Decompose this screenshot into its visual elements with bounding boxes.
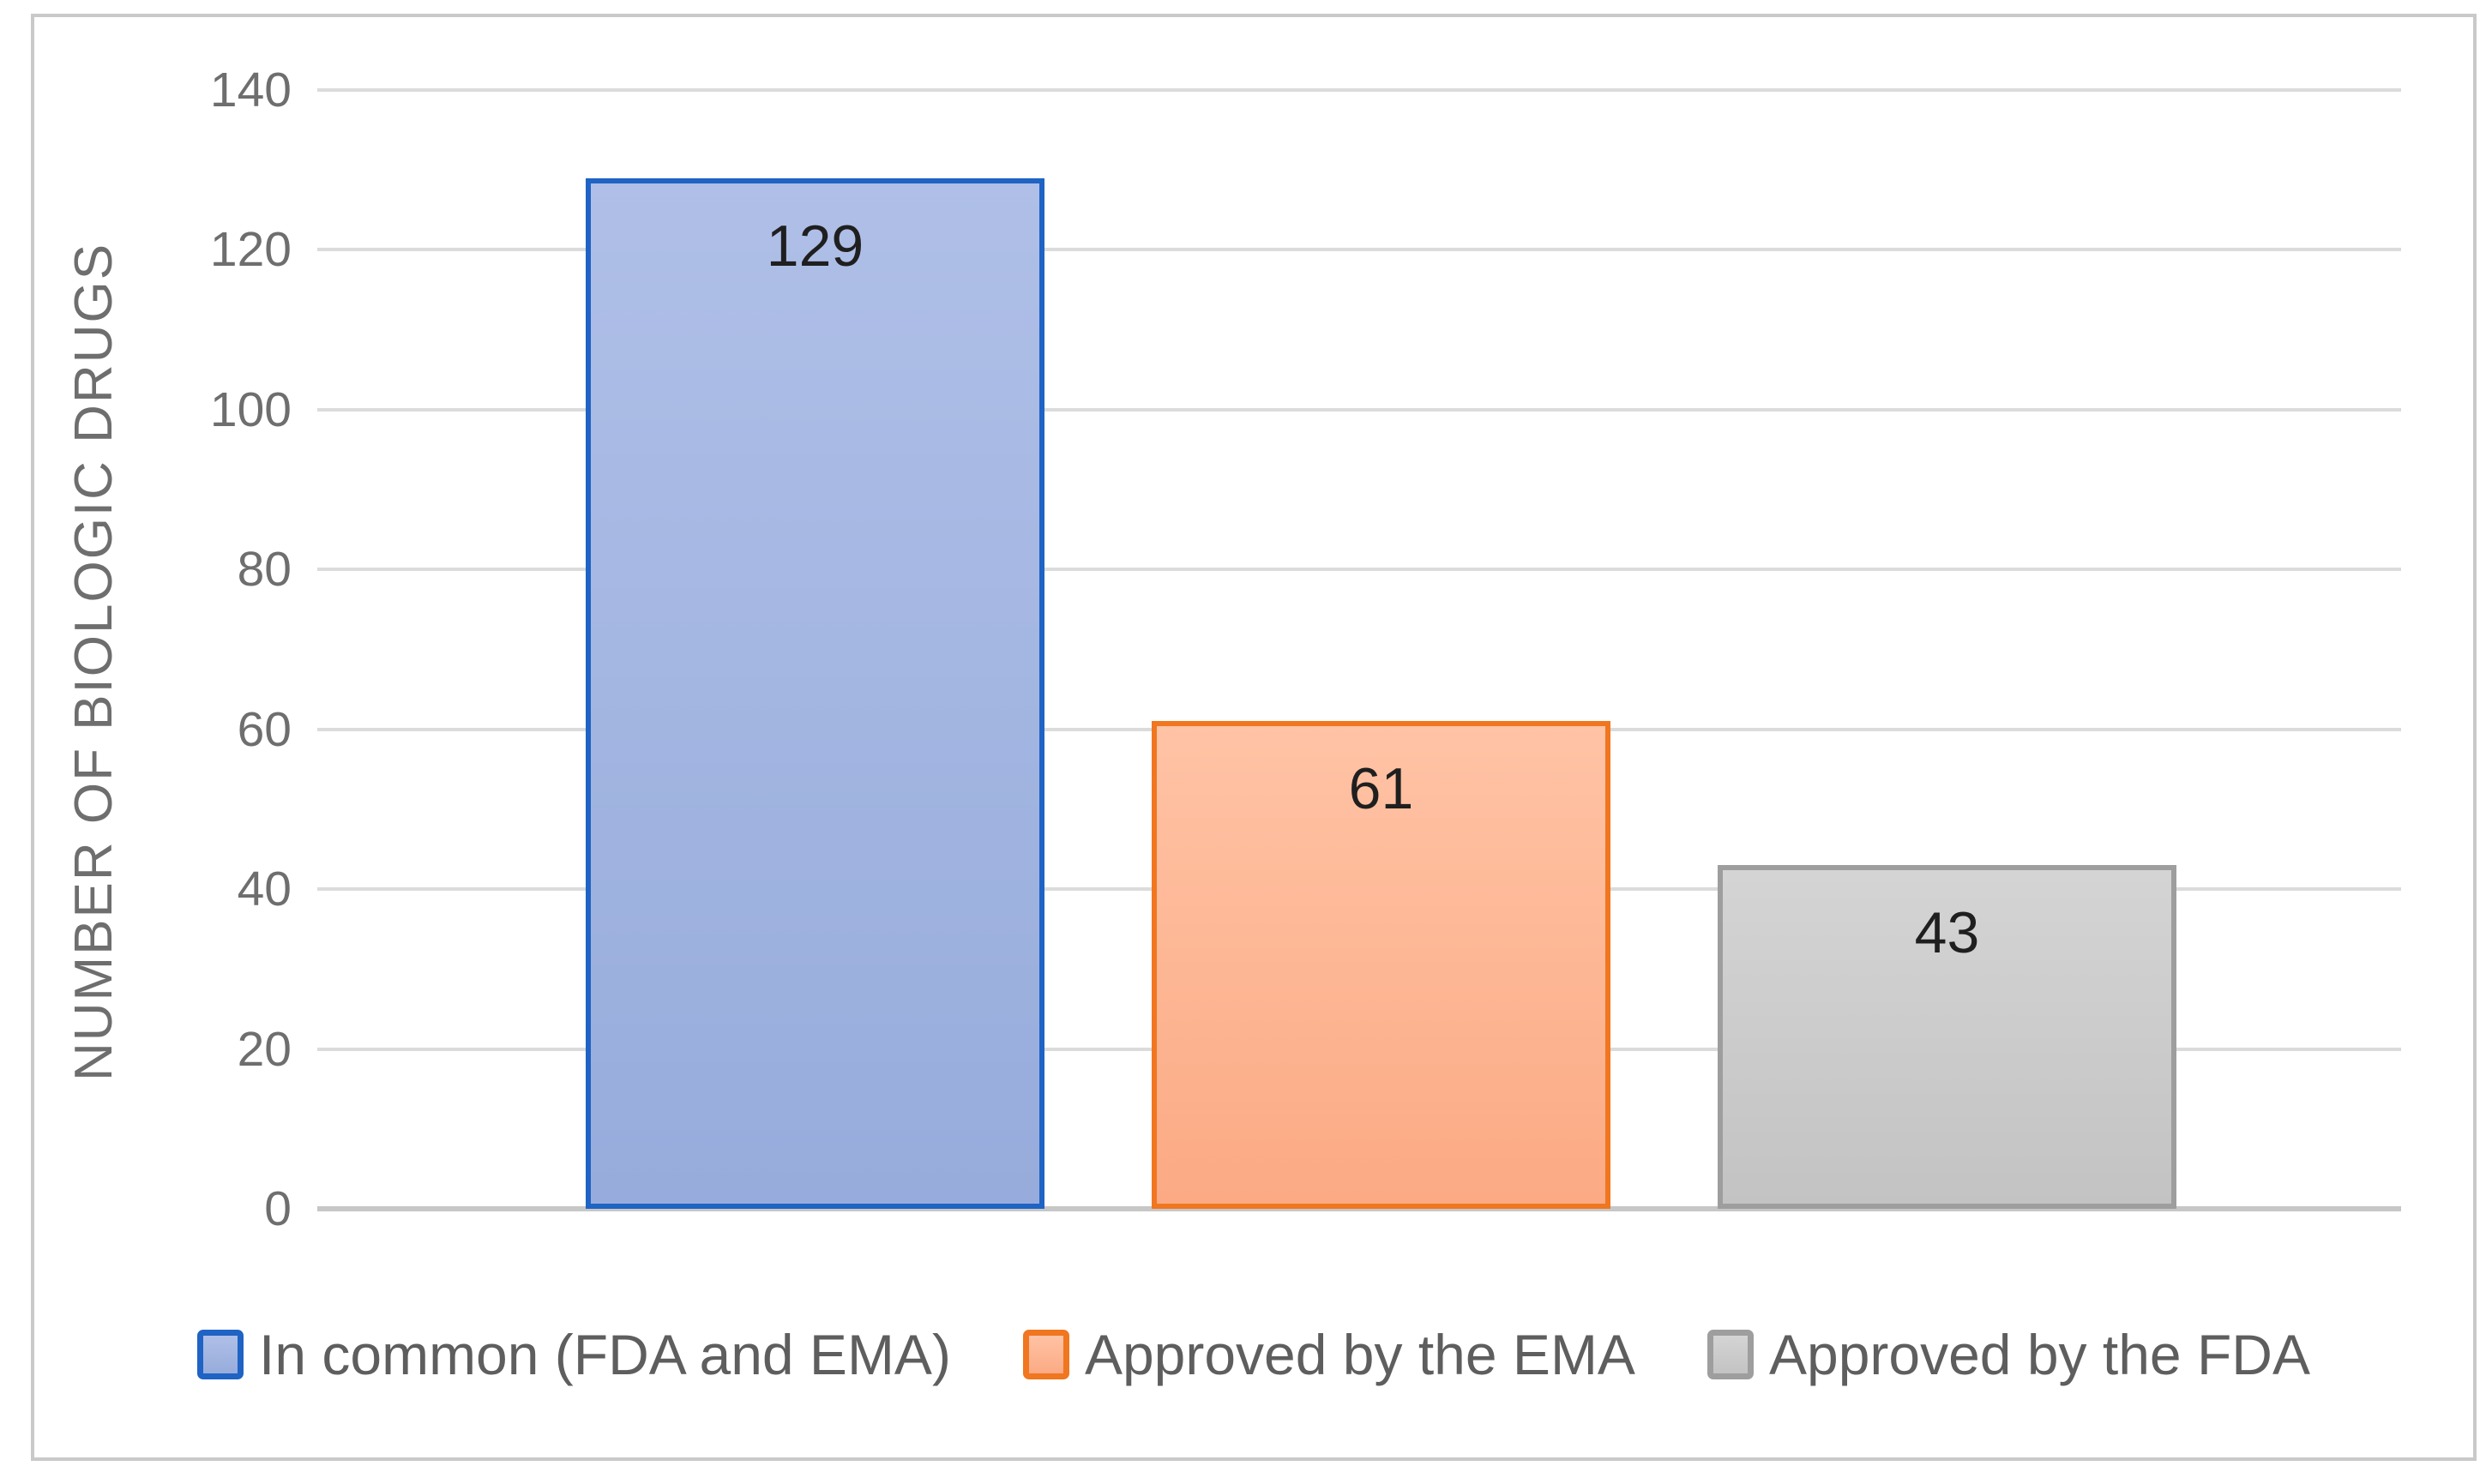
chart-figure: NUMBER OF BIOLOGIC DRUGS 129 61 43 0 20 40 60…: [31, 14, 2477, 1461]
bar-2: 61: [1152, 721, 1610, 1209]
chart-legend: In common (FDA and EMA) Approved by the E…: [34, 1307, 2473, 1402]
plot-area: 129 61 43: [317, 88, 2401, 1211]
y-tick-label-100: 100: [209, 382, 292, 437]
y-tick-label-0: 0: [264, 1181, 292, 1236]
y-tick-label-140: 140: [209, 63, 292, 117]
legend-label: Approved by the EMA: [1084, 1323, 1635, 1386]
legend-color-swatch: [1706, 1330, 1754, 1379]
bar-value-label: 43: [1914, 900, 1980, 966]
bar-1: 129: [586, 177, 1044, 1209]
legend-item-3: Approved by the FDA: [1706, 1322, 2310, 1387]
y-tick-label-80: 80: [237, 542, 292, 598]
bar-3: 43: [1718, 865, 2176, 1209]
legend-label: Approved by the FDA: [1768, 1323, 2310, 1386]
gridline-80: [317, 568, 2401, 572]
gridline-120: [317, 248, 2401, 252]
y-tick-label-20: 20: [237, 1021, 292, 1077]
bar-value-label: 61: [1348, 756, 1414, 822]
legend-color-swatch: [197, 1330, 244, 1379]
y-tick-label-60: 60: [237, 701, 292, 757]
bar-value-label: 129: [766, 213, 864, 279]
gridline-140: [317, 88, 2401, 92]
legend-label: In common (FDA and EMA): [259, 1323, 951, 1386]
y-tick-label-40: 40: [237, 862, 292, 917]
legend-color-swatch: [1022, 1330, 1069, 1379]
gridline-0: [317, 1206, 2401, 1211]
legend-item-1: In common (FDA and EMA): [197, 1322, 951, 1387]
gridline-100: [317, 407, 2401, 412]
y-tick-label-120: 120: [209, 222, 292, 278]
legend-item-2: Approved by the EMA: [1022, 1322, 1635, 1387]
